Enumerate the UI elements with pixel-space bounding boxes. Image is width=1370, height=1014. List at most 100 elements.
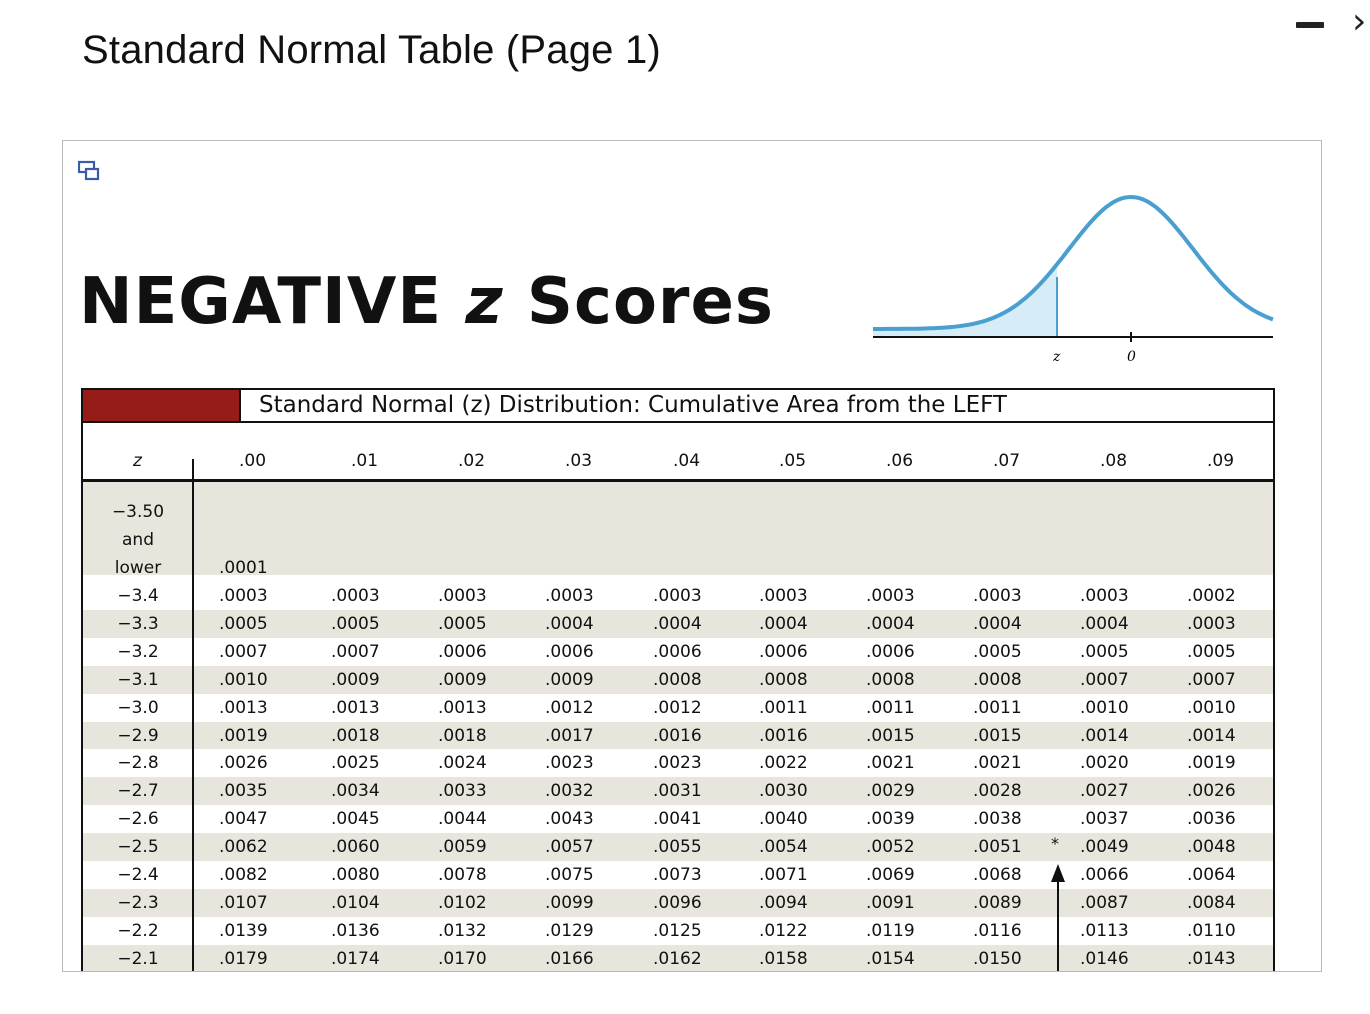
z-cell: −2.5 [117, 837, 159, 858]
z-cell: −2.8 [117, 753, 159, 774]
table-cell: .0016 [759, 725, 808, 746]
table-cell: .0003 [331, 586, 380, 606]
table-cell: .0146 [1080, 948, 1129, 969]
table-cell: .0030 [759, 781, 808, 802]
table-cell: .0073 [653, 865, 702, 885]
row-band [83, 777, 1273, 806]
row-band [83, 944, 1273, 971]
table-cell: .0008 [866, 669, 915, 690]
normal-curve-graphic: z 0 [873, 194, 1274, 365]
table-cell: .0003 [973, 586, 1022, 606]
table-cell: .0003 [545, 586, 594, 606]
table-cell: .0013 [219, 697, 268, 718]
z-cell-first-line1: −3.50 [111, 502, 165, 522]
table-cell: .0017 [545, 725, 594, 746]
table-cell: .0006 [866, 641, 915, 662]
table-cell: .0006 [759, 641, 808, 662]
table-cell: .0004 [545, 613, 594, 634]
table-cell: .0096 [653, 892, 702, 913]
table-cell: .0026 [1187, 781, 1236, 802]
table-cell: .0049 [1080, 837, 1129, 858]
negative-z-scores-heading: NEGATIVE z Scores [79, 265, 774, 339]
table-cell: .0113 [1080, 920, 1129, 941]
table-cell: .0005 [331, 613, 380, 634]
table-cell: .0003 [219, 586, 268, 606]
table-cell: .0122 [759, 920, 808, 941]
table-cell: .0015 [866, 725, 915, 746]
table-cell: .0071 [759, 865, 808, 885]
table-right-border [1273, 479, 1275, 971]
table-cell: .0022 [759, 753, 808, 774]
popout-icon[interactable] [78, 160, 100, 182]
table-cell: .0039 [866, 809, 915, 830]
table-cell: .0021 [866, 753, 915, 774]
page-title: Standard Normal Table (Page 1) [82, 28, 661, 72]
table-cell: .0003 [653, 586, 702, 606]
z-cell: −3.2 [117, 641, 159, 662]
table-cell: .0012 [545, 697, 594, 718]
table-cell: .0040 [759, 809, 808, 830]
table-cell: .0007 [331, 641, 380, 662]
table-cell: .0034 [331, 781, 380, 802]
table-cell: .0043 [545, 809, 594, 830]
table-cell: .0057 [545, 837, 594, 858]
table-cell: .0004 [866, 613, 915, 634]
arrow-shaft [1057, 878, 1059, 971]
table-cell: .0010 [219, 669, 268, 690]
table-cell: .0044 [438, 809, 487, 830]
table-cell: .0174 [331, 948, 380, 969]
table-cell: .0064 [1187, 865, 1236, 885]
table-cell: .0014 [1187, 725, 1236, 746]
table-cell: .0104 [331, 892, 380, 913]
table-cell: .0102 [438, 892, 487, 913]
table-cell: .0033 [438, 781, 487, 802]
table-cell: .0087 [1080, 892, 1129, 913]
z-cell: −3.1 [117, 669, 159, 690]
z-cell: −2.1 [117, 948, 159, 969]
minimize-button[interactable] [1296, 22, 1324, 28]
row-band [83, 665, 1273, 694]
table-cell: .0008 [973, 669, 1022, 690]
table-cell: .0045 [331, 809, 380, 830]
row-band [83, 888, 1273, 917]
table-cell: .0018 [438, 725, 487, 746]
table-cell: .0003 [759, 586, 808, 606]
table-cell: .0023 [653, 753, 702, 774]
table-cell: .0007 [1080, 669, 1129, 690]
table-cell: .0012 [653, 697, 702, 718]
table-cell: .0099 [545, 892, 594, 913]
table-cell: .0036 [1187, 809, 1236, 830]
table-cell: .0006 [545, 641, 594, 662]
z-cell: −3.3 [117, 613, 159, 634]
table-cell: .0011 [866, 697, 915, 718]
table-cell: .0013 [331, 697, 380, 718]
table-cell: .0031 [653, 781, 702, 802]
table-cell: .0026 [219, 753, 268, 774]
table-left-border [81, 479, 83, 971]
table-cell: .0035 [219, 781, 268, 802]
column-header-9: .09 [1207, 451, 1235, 471]
table-cell: .0004 [1080, 613, 1129, 634]
table-cell: .0062 [219, 837, 268, 858]
table-cell: .0027 [1080, 781, 1129, 802]
close-icon[interactable]: › [1352, 1, 1367, 42]
table-cell: .0005 [438, 613, 487, 634]
table-cell: .0166 [545, 948, 594, 969]
table-cell: .0078 [438, 865, 487, 885]
table-cell: .0055 [653, 837, 702, 858]
table-cell: .0010 [1187, 697, 1236, 718]
table-cell: .0006 [438, 641, 487, 662]
table-cell: .0020 [1080, 753, 1129, 774]
table-cell: .0005 [973, 641, 1022, 662]
table-cell: .0041 [653, 809, 702, 830]
row-band [83, 482, 1273, 575]
table-cell: .0024 [438, 753, 487, 774]
table-cell: .0003 [438, 586, 487, 606]
column-header-5: .05 [779, 451, 807, 471]
z-cell: −3.0 [117, 697, 159, 718]
row-band [83, 833, 1273, 861]
first-row-value: .0001 [219, 558, 268, 578]
column-header-row: z .00 .01 .02 .03 .04 .05 .06 .07 .08 .09 [81, 423, 1275, 479]
table-cell: .0116 [973, 920, 1022, 941]
curve-z-label: z [1052, 349, 1061, 365]
